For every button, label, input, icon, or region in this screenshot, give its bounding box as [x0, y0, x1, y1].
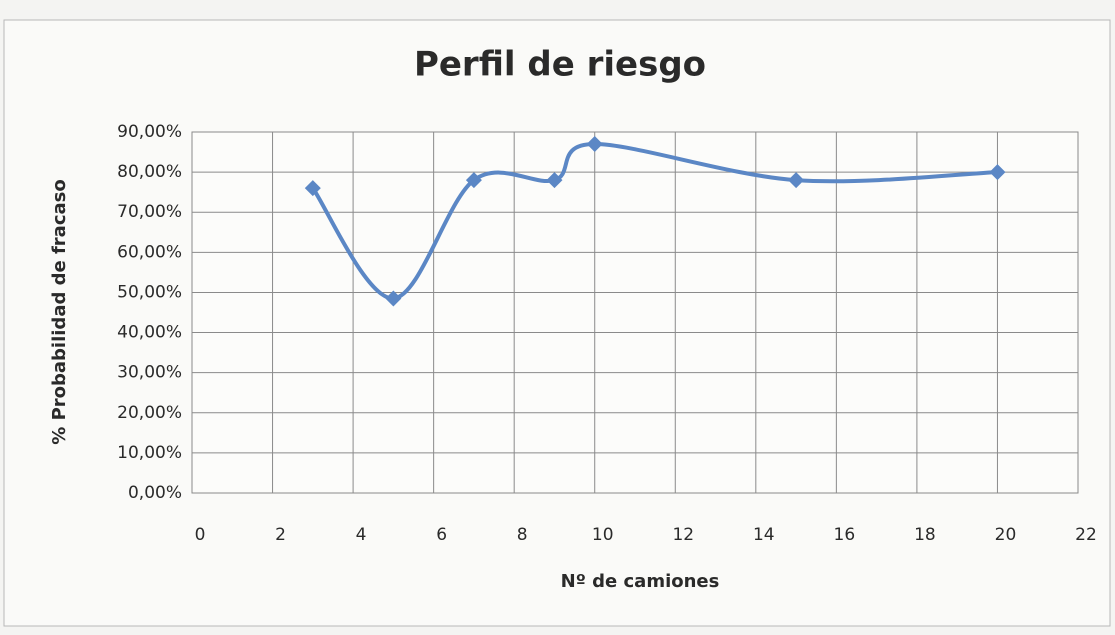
x-tick-label: 18 [914, 525, 936, 545]
marker [989, 164, 1006, 181]
x-tick-label: 0 [195, 525, 206, 545]
x-tick-label: 20 [995, 525, 1017, 545]
marker [465, 172, 482, 189]
x-tick-label: 16 [834, 525, 856, 545]
plot-area [191, 131, 1079, 494]
x-tick-label: 8 [517, 525, 528, 545]
y-tick-label: 60,00% [117, 242, 182, 262]
y-tick-label: 80,00% [117, 162, 182, 182]
marker [788, 172, 805, 189]
y-tick-label: 70,00% [117, 202, 182, 222]
marker [546, 172, 563, 189]
y-tick-label: 90,00% [117, 122, 182, 142]
marker [304, 180, 321, 197]
y-tick-label: 50,00% [117, 282, 182, 302]
y-axis-label: % Probabilidad de fracaso [49, 179, 70, 444]
y-tick-label: 10,00% [117, 443, 182, 463]
marker [385, 290, 402, 307]
x-tick-label: 22 [1075, 525, 1097, 545]
marker [586, 136, 603, 153]
x-axis-label: Nº de camiones [561, 571, 720, 592]
y-tick-label: 40,00% [117, 323, 182, 343]
x-tick-label: 2 [275, 525, 286, 545]
y-tick-label: 20,00% [117, 403, 182, 423]
chart-title: Perfil de riesgo [414, 45, 706, 85]
x-tick-label: 4 [356, 525, 367, 545]
y-tick-label: 0,00% [128, 483, 182, 503]
x-tick-label: 10 [592, 525, 614, 545]
x-tick-label: 6 [436, 525, 447, 545]
x-tick-label: 14 [753, 525, 775, 545]
x-tick-label: 12 [672, 525, 694, 545]
y-tick-label: 30,00% [117, 363, 182, 383]
